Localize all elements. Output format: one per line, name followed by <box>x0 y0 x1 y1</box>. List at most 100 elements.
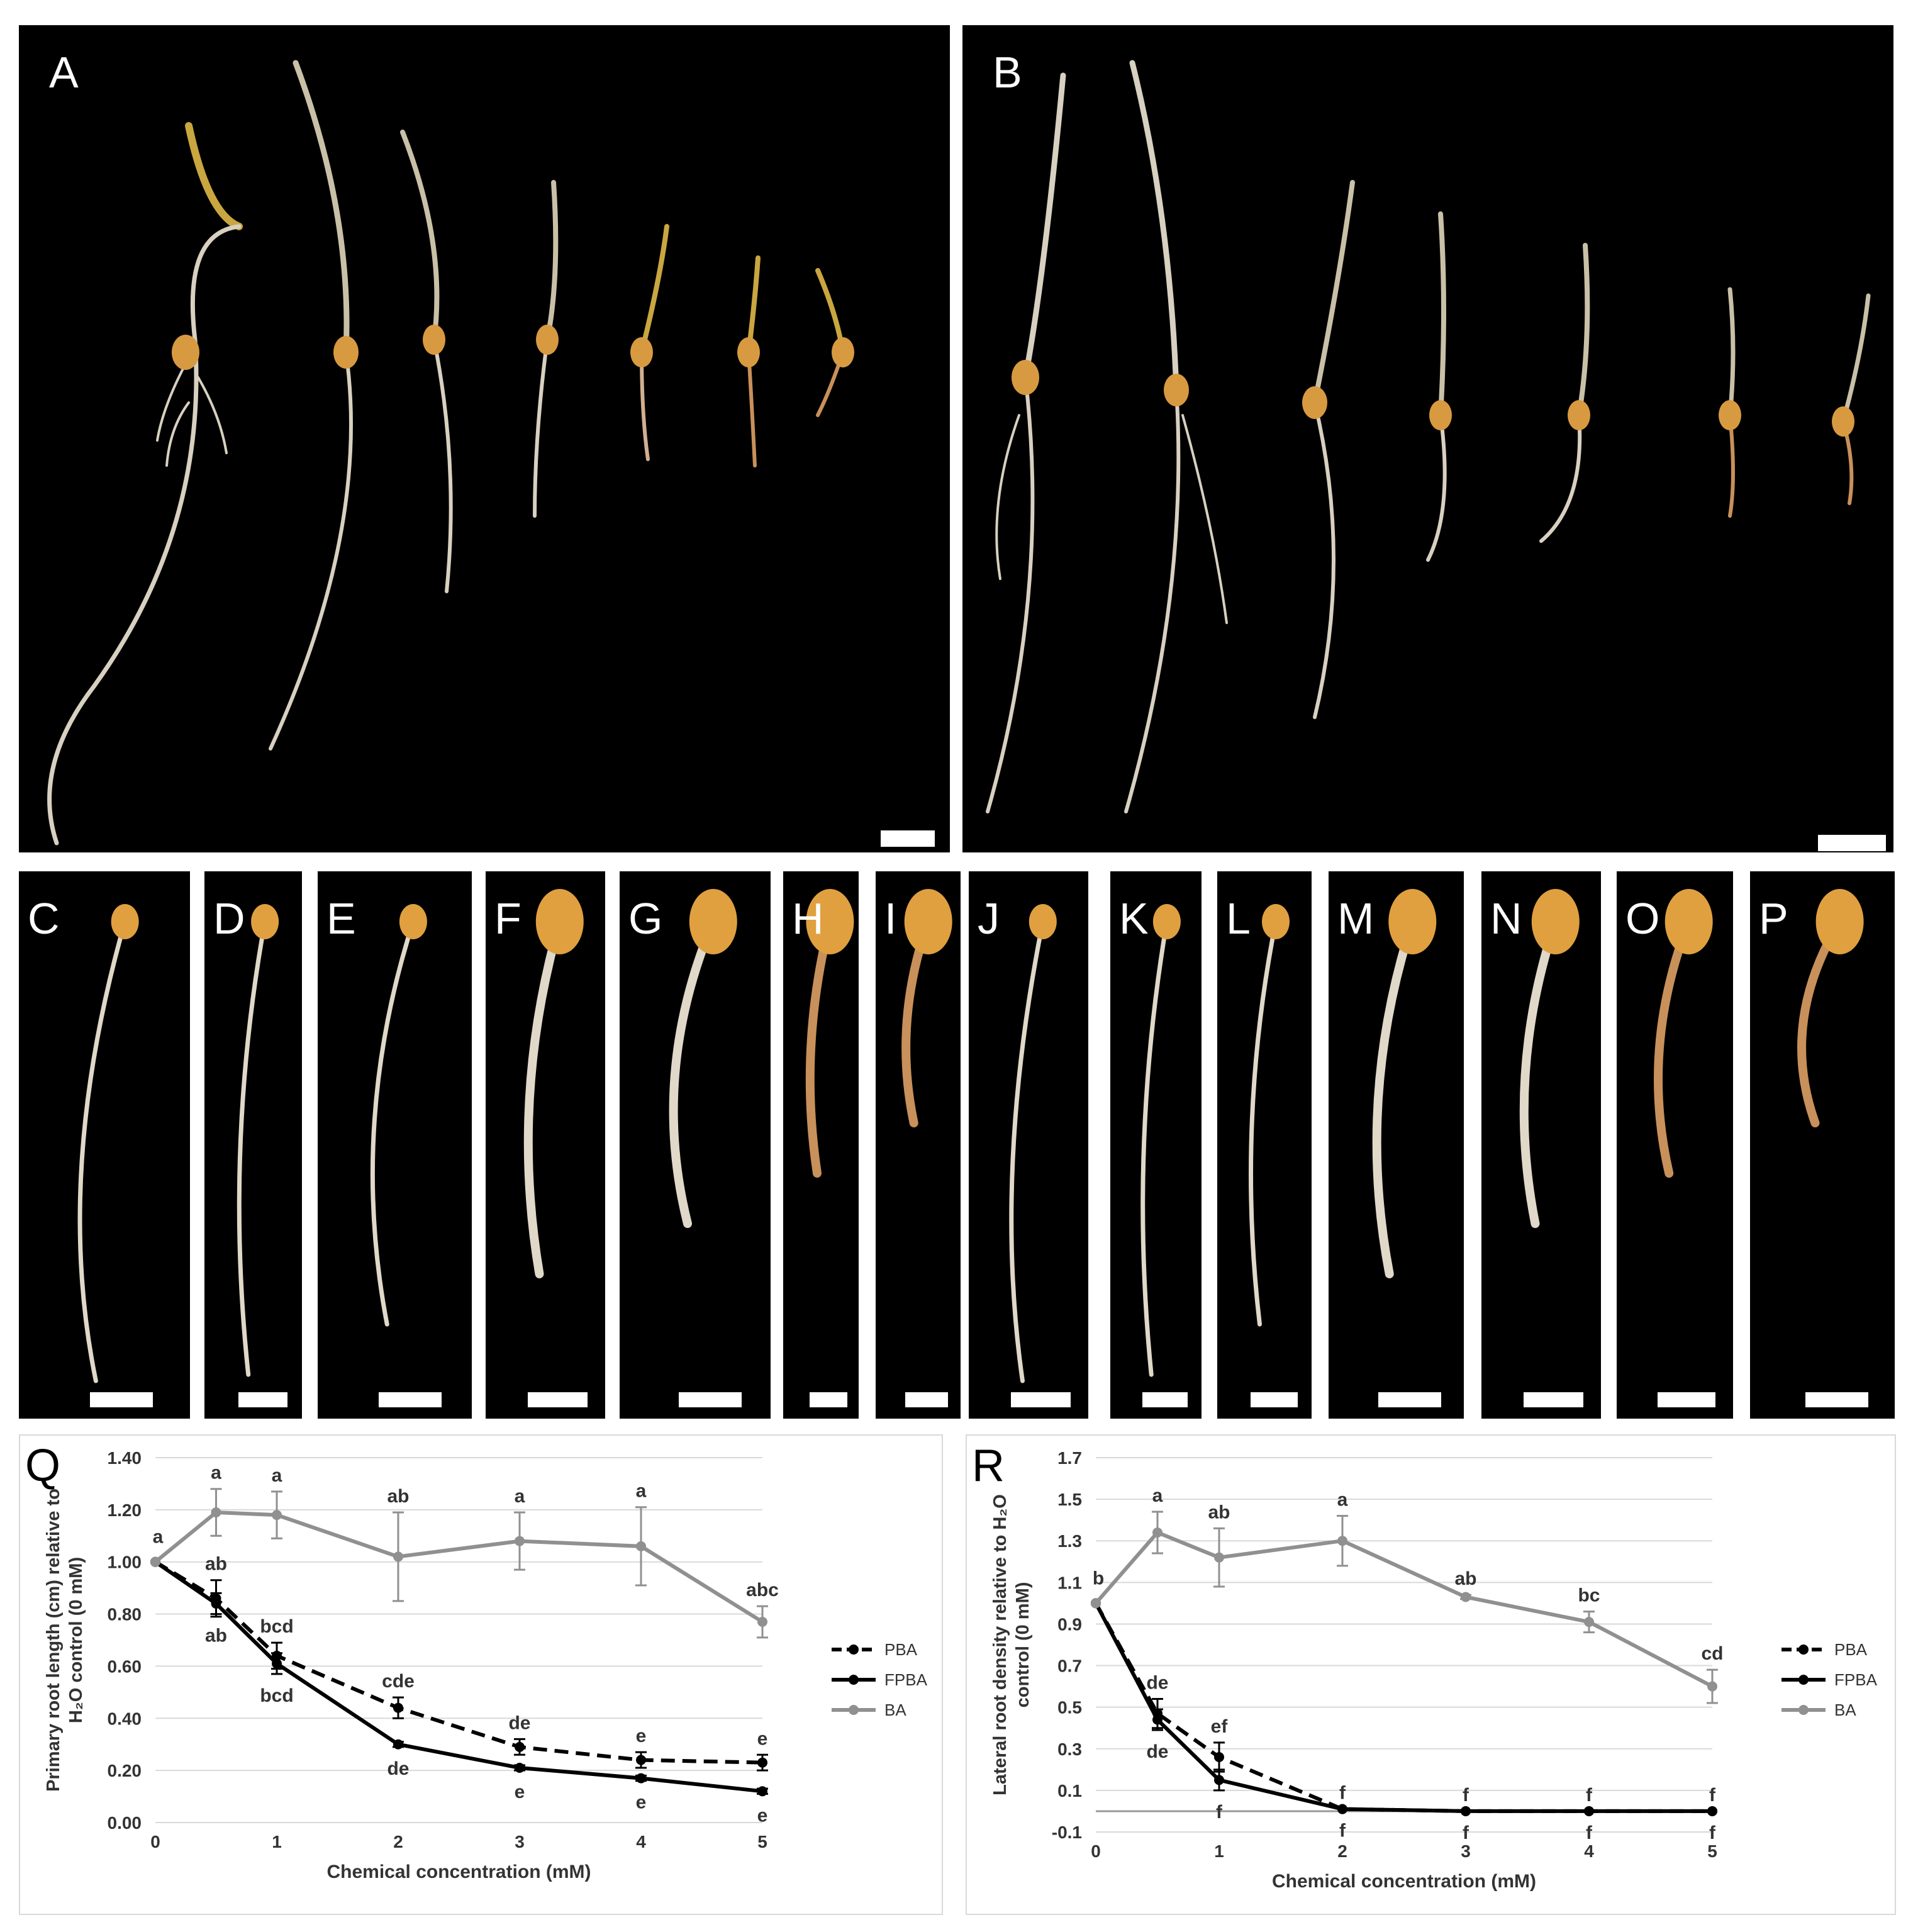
y-axis-label: Primary root length (cm) relative to <box>43 1488 64 1792</box>
significance-label: cde <box>382 1671 415 1692</box>
legend-label: PBA <box>884 1640 918 1659</box>
photo-panel-f: F <box>486 871 605 1419</box>
legend-marker <box>1798 1644 1809 1655</box>
legend-label: BA <box>1834 1700 1856 1719</box>
significance-label: bcd <box>260 1685 293 1706</box>
significance-label: cd <box>1701 1643 1723 1664</box>
significance-label: f <box>1709 1823 1716 1843</box>
scale-bar <box>881 830 935 847</box>
x-tick-label: 5 <box>757 1832 767 1851</box>
significance-label: de <box>508 1712 530 1733</box>
significance-label: f <box>1339 1783 1346 1804</box>
y-tick-label: 1.3 <box>1057 1531 1082 1551</box>
y-tick-label: 0.1 <box>1057 1781 1082 1801</box>
series-line-ba <box>154 1510 764 1624</box>
legend-label: FPBA <box>1834 1670 1878 1689</box>
data-point <box>1214 1775 1224 1785</box>
y-tick-label: 1.7 <box>1057 1448 1082 1468</box>
legend-label: BA <box>884 1700 906 1719</box>
panel-label: H <box>792 894 824 943</box>
y-tick-label: 1.00 <box>108 1553 142 1572</box>
chart-q-plot: 0.00 0.20 0.40 0.60 0.80 1.00 1.20 1.40 0 1 2 3 4 5 Ch… <box>43 1448 928 1882</box>
scale-bar <box>379 1392 442 1407</box>
x-axis-label: Chemical concentration (mM) <box>1272 1871 1536 1892</box>
photo-panel-k: K <box>1110 871 1202 1419</box>
y-tick-label: 1.1 <box>1057 1573 1082 1592</box>
data-point <box>393 1702 403 1713</box>
x-tick-label: 4 <box>636 1832 646 1851</box>
data-point <box>1214 1752 1224 1762</box>
significance-label: ab <box>387 1486 409 1507</box>
legend-marker <box>849 1644 859 1655</box>
significance-label: a <box>636 1481 647 1502</box>
data-point <box>272 1658 282 1669</box>
significance-label: ab <box>1208 1502 1230 1522</box>
panel-label: D <box>213 894 245 943</box>
y-tick-label: 0.60 <box>108 1656 142 1676</box>
x-tick-label: 3 <box>515 1832 525 1851</box>
legend-marker <box>1798 1675 1809 1685</box>
significance-label: f <box>1586 1823 1593 1843</box>
seedling-illustration <box>77 904 139 1383</box>
photo-panel-h: H <box>783 871 859 1419</box>
significance-label: ab <box>205 1554 227 1575</box>
panel-label: A <box>49 48 79 97</box>
scale-bar <box>1657 1392 1716 1407</box>
significance-label: a <box>211 1463 221 1483</box>
data-point <box>515 1763 525 1773</box>
significance-label: ab <box>1454 1568 1476 1589</box>
panel-label: O <box>1625 894 1660 943</box>
data-point <box>393 1739 403 1750</box>
panel-label: K <box>1119 894 1149 943</box>
significance-label: a <box>272 1465 282 1486</box>
scale-bar <box>1010 1392 1071 1407</box>
x-axis-label: Chemical concentration (mM) <box>326 1862 591 1882</box>
panel-label: L <box>1226 894 1251 943</box>
significance-label: f <box>1586 1785 1593 1806</box>
significance-label: f <box>1463 1785 1469 1806</box>
x-tick-label: 4 <box>1584 1841 1594 1861</box>
seedling-illustration <box>1797 889 1864 1127</box>
data-point <box>211 1599 221 1609</box>
seedling-illustration <box>237 904 279 1377</box>
panel-label: N <box>1490 894 1522 943</box>
data-point <box>1461 1592 1471 1602</box>
series-line-ba <box>1094 1530 1714 1689</box>
scale-bar <box>1142 1392 1188 1407</box>
seedlings-b-illustration <box>986 60 1871 813</box>
seedling-illustration <box>805 889 854 1178</box>
data-point <box>150 1556 160 1567</box>
data-point <box>757 1617 767 1627</box>
x-tick-label: 0 <box>150 1832 160 1851</box>
scale-bar <box>1523 1392 1583 1407</box>
chart-r: -0.1 0.1 0.3 0.5 0.7 0.9 1.1 1.3 1.5 1.7 0 1 2 3 4 5 Che… <box>966 1434 1896 1915</box>
data-point <box>1707 1681 1717 1692</box>
y-tick-label: 0.5 <box>1057 1698 1082 1717</box>
significance-label: f <box>1339 1821 1346 1841</box>
y-tick-label: 0.20 <box>108 1761 142 1780</box>
seedling-illustration <box>1654 889 1713 1178</box>
scale-bar <box>238 1392 287 1407</box>
significance-label: e <box>515 1782 525 1802</box>
data-point <box>1091 1598 1101 1609</box>
panel-label: Q <box>25 1441 61 1491</box>
seedling-illustration <box>370 904 427 1327</box>
photo-panel-a: A <box>19 25 950 852</box>
significance-label: e <box>636 1792 647 1813</box>
x-tick-label: 0 <box>1091 1841 1101 1861</box>
significance-label: f <box>1709 1785 1716 1806</box>
photo-panel-g: G <box>620 871 771 1419</box>
significance-label: abc <box>746 1580 779 1600</box>
x-tick-label: 2 <box>393 1832 403 1851</box>
significance-label: ef <box>1211 1716 1229 1737</box>
significance-label: ab <box>205 1626 227 1646</box>
data-point <box>757 1757 767 1768</box>
significance-label: e <box>757 1728 768 1749</box>
series-line-fpba <box>154 1560 763 1794</box>
scale-bar <box>810 1392 847 1407</box>
scale-bar <box>1378 1392 1441 1407</box>
legend-label: FPBA <box>884 1670 928 1689</box>
photo-panel-b: B <box>962 25 1893 852</box>
data-point <box>1214 1552 1224 1563</box>
photo-panel-c: C <box>19 871 190 1419</box>
